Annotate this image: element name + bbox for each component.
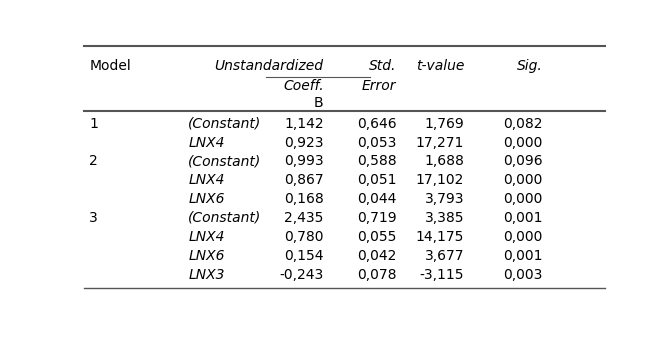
Text: (Constant): (Constant) (188, 117, 261, 131)
Text: Unstandardized: Unstandardized (214, 59, 324, 73)
Text: Model: Model (89, 59, 131, 73)
Text: 0,044: 0,044 (357, 192, 396, 206)
Text: 0,082: 0,082 (503, 117, 542, 131)
Text: (Constant): (Constant) (188, 211, 261, 225)
Text: 0,000: 0,000 (503, 230, 542, 244)
Text: 0,000: 0,000 (503, 192, 542, 206)
Text: 3: 3 (89, 211, 98, 225)
Text: Std.: Std. (369, 59, 396, 73)
Text: t-value: t-value (416, 59, 464, 73)
Text: 0,168: 0,168 (284, 192, 324, 206)
Text: 0,051: 0,051 (357, 173, 396, 187)
Text: LNX4: LNX4 (188, 173, 224, 187)
Text: 17,102: 17,102 (416, 173, 464, 187)
Text: 3,793: 3,793 (425, 192, 464, 206)
Text: -0,243: -0,243 (280, 268, 324, 282)
Text: 2,435: 2,435 (284, 211, 324, 225)
Text: 0,001: 0,001 (503, 249, 542, 263)
Text: 0,078: 0,078 (357, 268, 396, 282)
Text: 0,000: 0,000 (503, 173, 542, 187)
Text: Error: Error (362, 79, 396, 93)
Text: Sig.: Sig. (517, 59, 542, 73)
Text: LNX4: LNX4 (188, 230, 224, 244)
Text: 0,000: 0,000 (503, 136, 542, 150)
Text: -3,115: -3,115 (420, 268, 464, 282)
Text: 0,096: 0,096 (503, 154, 542, 168)
Text: 0,993: 0,993 (284, 154, 324, 168)
Text: 0,053: 0,053 (357, 136, 396, 150)
Text: 0,923: 0,923 (284, 136, 324, 150)
Text: 0,646: 0,646 (357, 117, 396, 131)
Text: 0,719: 0,719 (357, 211, 396, 225)
Text: 14,175: 14,175 (416, 230, 464, 244)
Text: (Constant): (Constant) (188, 154, 261, 168)
Text: 3,385: 3,385 (425, 211, 464, 225)
Text: 3,677: 3,677 (425, 249, 464, 263)
Text: LNX6: LNX6 (188, 192, 224, 206)
Text: 1,142: 1,142 (284, 117, 324, 131)
Text: 0,003: 0,003 (503, 268, 542, 282)
Text: 0,154: 0,154 (284, 249, 324, 263)
Text: 2: 2 (89, 154, 98, 168)
Text: LNX4: LNX4 (188, 136, 224, 150)
Text: 0,001: 0,001 (503, 211, 542, 225)
Text: LNX6: LNX6 (188, 249, 224, 263)
Text: 1,688: 1,688 (424, 154, 464, 168)
Text: Coeff.: Coeff. (283, 79, 324, 93)
Text: 17,271: 17,271 (416, 136, 464, 150)
Text: LNX3: LNX3 (188, 268, 224, 282)
Text: 0,867: 0,867 (284, 173, 324, 187)
Text: 0,055: 0,055 (357, 230, 396, 244)
Text: 0,042: 0,042 (357, 249, 396, 263)
Text: 1: 1 (89, 117, 98, 131)
Text: B: B (314, 96, 324, 110)
Text: 0,780: 0,780 (284, 230, 324, 244)
Text: 0,588: 0,588 (357, 154, 396, 168)
Text: 1,769: 1,769 (425, 117, 464, 131)
